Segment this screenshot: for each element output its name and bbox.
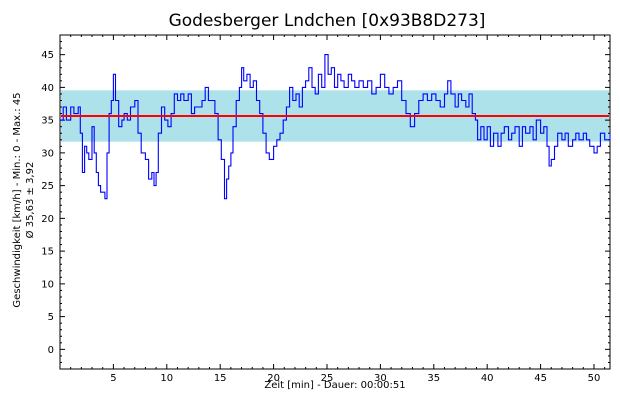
y-tick-label: 5 <box>48 312 54 323</box>
x-tick-label: 25 <box>321 373 334 384</box>
y-tick-label: 45 <box>41 50 54 61</box>
y-axis-label: Geschwindigkeit [km/h] - Min.: 0 - Max.:… <box>12 92 23 307</box>
series-layer <box>60 54 611 200</box>
y-tick-label: 20 <box>41 214 54 225</box>
y-tick-label: 40 <box>41 83 54 94</box>
x-tick-label: 40 <box>481 373 494 384</box>
y-tick-label: 10 <box>41 279 54 290</box>
y-axis-stats-label: Ø 35,63 ± 3,92 <box>24 162 36 239</box>
y-tick-label: 0 <box>48 345 54 356</box>
x-axis-label: Zeit [min] - Dauer: 00:00:51 <box>264 380 405 391</box>
tick-label-layer: 0 5 10 15 20 25 30 35 40 45 5 10 15 20 25 30 35 40 45 50 <box>41 50 600 384</box>
y-tick-label: 15 <box>41 247 54 258</box>
speed-series-line <box>60 54 611 200</box>
x-tick-label: 45 <box>534 373 547 384</box>
tick-layer <box>60 34 610 370</box>
x-tick-label: 10 <box>160 373 173 384</box>
x-tick-label: 50 <box>588 373 601 384</box>
y-tick-label: 30 <box>41 148 54 159</box>
y-tick-label: 35 <box>41 116 54 127</box>
y-tick-label: 25 <box>41 181 54 192</box>
x-tick-label: 5 <box>110 373 116 384</box>
x-tick-label: 30 <box>374 373 387 384</box>
x-tick-label: 15 <box>214 373 227 384</box>
chart-title: Godesberger Lndchen [0x93B8D273] <box>169 11 486 31</box>
x-tick-label: 35 <box>427 373 440 384</box>
x-tick-label: 20 <box>267 373 280 384</box>
